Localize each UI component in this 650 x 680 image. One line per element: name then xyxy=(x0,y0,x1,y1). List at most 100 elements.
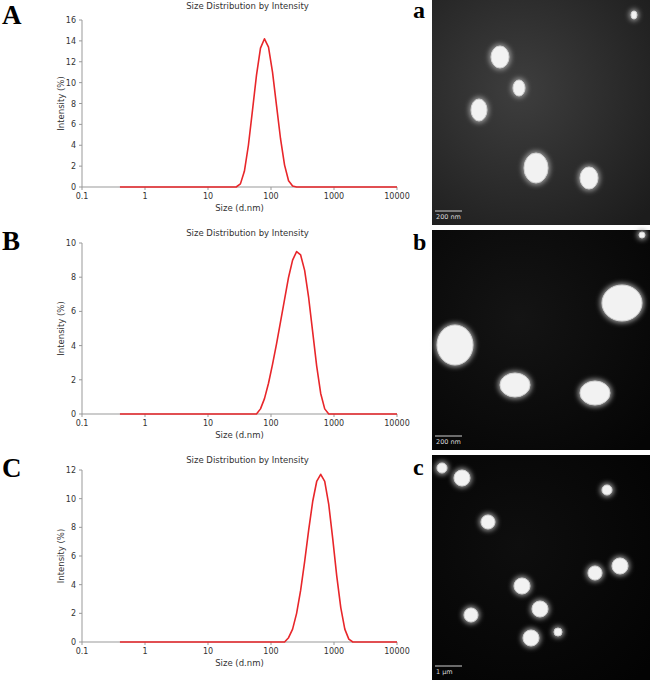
y-tick-label: 14 xyxy=(66,37,76,46)
y-tick xyxy=(79,82,82,83)
y-tick xyxy=(79,556,82,557)
y-tick-label: 8 xyxy=(71,100,76,109)
particle xyxy=(580,381,610,405)
y-tick xyxy=(79,498,82,499)
x-tick-label: 0.1 xyxy=(76,419,89,428)
scale-bar-label: 200 nm xyxy=(436,213,461,221)
particle-halo xyxy=(530,599,550,619)
y-tick-label: 12 xyxy=(66,58,76,67)
panel-label: A xyxy=(2,0,22,30)
x-tick-label: 10 xyxy=(203,192,213,201)
y-tick-label: 4 xyxy=(71,342,76,351)
y-tick-label: 2 xyxy=(71,609,76,618)
y-tick xyxy=(79,40,82,41)
x-tick-label: 100 xyxy=(263,647,278,656)
particle-halo xyxy=(511,78,527,98)
y-tick xyxy=(79,124,82,125)
chart-title: Size Distribution by Intensity xyxy=(186,455,309,465)
y-tick xyxy=(79,243,82,244)
particle-halo xyxy=(521,628,541,648)
y-tick xyxy=(79,20,82,21)
x-tick-label: 1000 xyxy=(324,419,344,428)
y-tick-label: 8 xyxy=(71,273,76,282)
y-axis-label: Intensity (%) xyxy=(56,529,66,583)
x-axis-label: Size (d.nm) xyxy=(215,203,264,213)
y-tick-label: 12 xyxy=(66,466,76,475)
particle xyxy=(612,558,628,574)
y-tick-label: 6 xyxy=(71,307,76,316)
particle-halo xyxy=(452,468,472,488)
x-tick-label: 1000 xyxy=(324,192,344,201)
x-axis-label: Size (d.nm) xyxy=(215,658,264,668)
y-tick xyxy=(79,470,82,471)
y-tick-label: 6 xyxy=(71,552,76,561)
chart-title: Size Distribution by Intensity xyxy=(186,1,309,11)
chart: Size Distribution by Intensity C 0 2 4 6 8 10 12… xyxy=(2,453,410,668)
particle-halo xyxy=(586,564,604,582)
y-tick-label: 2 xyxy=(71,162,76,171)
y-tick xyxy=(79,345,82,346)
particle-halo xyxy=(629,9,639,21)
y-tick xyxy=(79,584,82,585)
x-tick xyxy=(82,187,83,190)
y-tick xyxy=(79,527,82,528)
scale-bar xyxy=(435,666,462,667)
particle xyxy=(639,232,645,238)
particle-halo xyxy=(435,323,475,367)
x-tick-label: 10000 xyxy=(384,647,409,656)
y-tick-label: 10 xyxy=(66,79,76,88)
x-tick xyxy=(271,414,272,417)
y-tick xyxy=(79,166,82,167)
x-axis-label: Size (d.nm) xyxy=(215,430,264,440)
x-tick-label: 1 xyxy=(142,192,147,201)
distribution-curve xyxy=(120,39,397,187)
y-axis-label: Intensity (%) xyxy=(56,76,66,130)
y-tick xyxy=(79,145,82,146)
particle xyxy=(514,578,530,594)
x-tick-label: 10 xyxy=(203,647,213,656)
image-label: a xyxy=(413,0,425,23)
x-tick-label: 1 xyxy=(142,419,147,428)
particle-halo xyxy=(600,483,614,497)
scale-bar-label: 1 μm xyxy=(436,668,453,676)
particle-halo xyxy=(462,606,480,624)
image-label: c xyxy=(413,454,424,480)
chart: Size Distribution by IntensityB02468100.… xyxy=(2,226,410,440)
y-tick xyxy=(79,103,82,104)
particle xyxy=(524,153,548,183)
particle-halo xyxy=(435,461,449,475)
particle-halo xyxy=(610,556,630,576)
scale-bar xyxy=(435,211,462,212)
x-tick-label: 1 xyxy=(142,647,147,656)
y-tick-label: 10 xyxy=(66,495,76,504)
y-tick-label: 0 xyxy=(71,638,76,647)
particle-halo xyxy=(637,230,647,240)
particle xyxy=(454,470,470,486)
particle-halo xyxy=(552,626,564,638)
particle-halo xyxy=(498,371,532,399)
tem-image: b200 nm xyxy=(413,229,650,450)
particle xyxy=(513,80,525,96)
particle xyxy=(532,601,548,617)
y-tick-label: 16 xyxy=(66,16,76,25)
x-tick-label: 10 xyxy=(203,419,213,428)
x-tick xyxy=(334,642,335,645)
plot-area xyxy=(120,252,397,414)
distribution-curve xyxy=(120,252,397,414)
y-tick-label: 0 xyxy=(71,183,76,192)
x-tick-label: 0.1 xyxy=(76,192,89,201)
image-label: b xyxy=(413,229,426,255)
plot-area xyxy=(120,474,397,642)
chart: Size Distribution by IntensityA024681012… xyxy=(2,0,410,213)
x-tick xyxy=(82,642,83,645)
panel-label: C xyxy=(2,453,22,483)
y-tick-label: 8 xyxy=(71,523,76,532)
y-tick xyxy=(79,277,82,278)
particle xyxy=(437,463,447,473)
particle xyxy=(437,325,473,365)
micrograph xyxy=(432,230,650,450)
y-tick-label: 0 xyxy=(71,410,76,419)
y-tick-label: 4 xyxy=(71,581,76,590)
particle xyxy=(481,515,495,529)
plot-area xyxy=(120,39,397,187)
